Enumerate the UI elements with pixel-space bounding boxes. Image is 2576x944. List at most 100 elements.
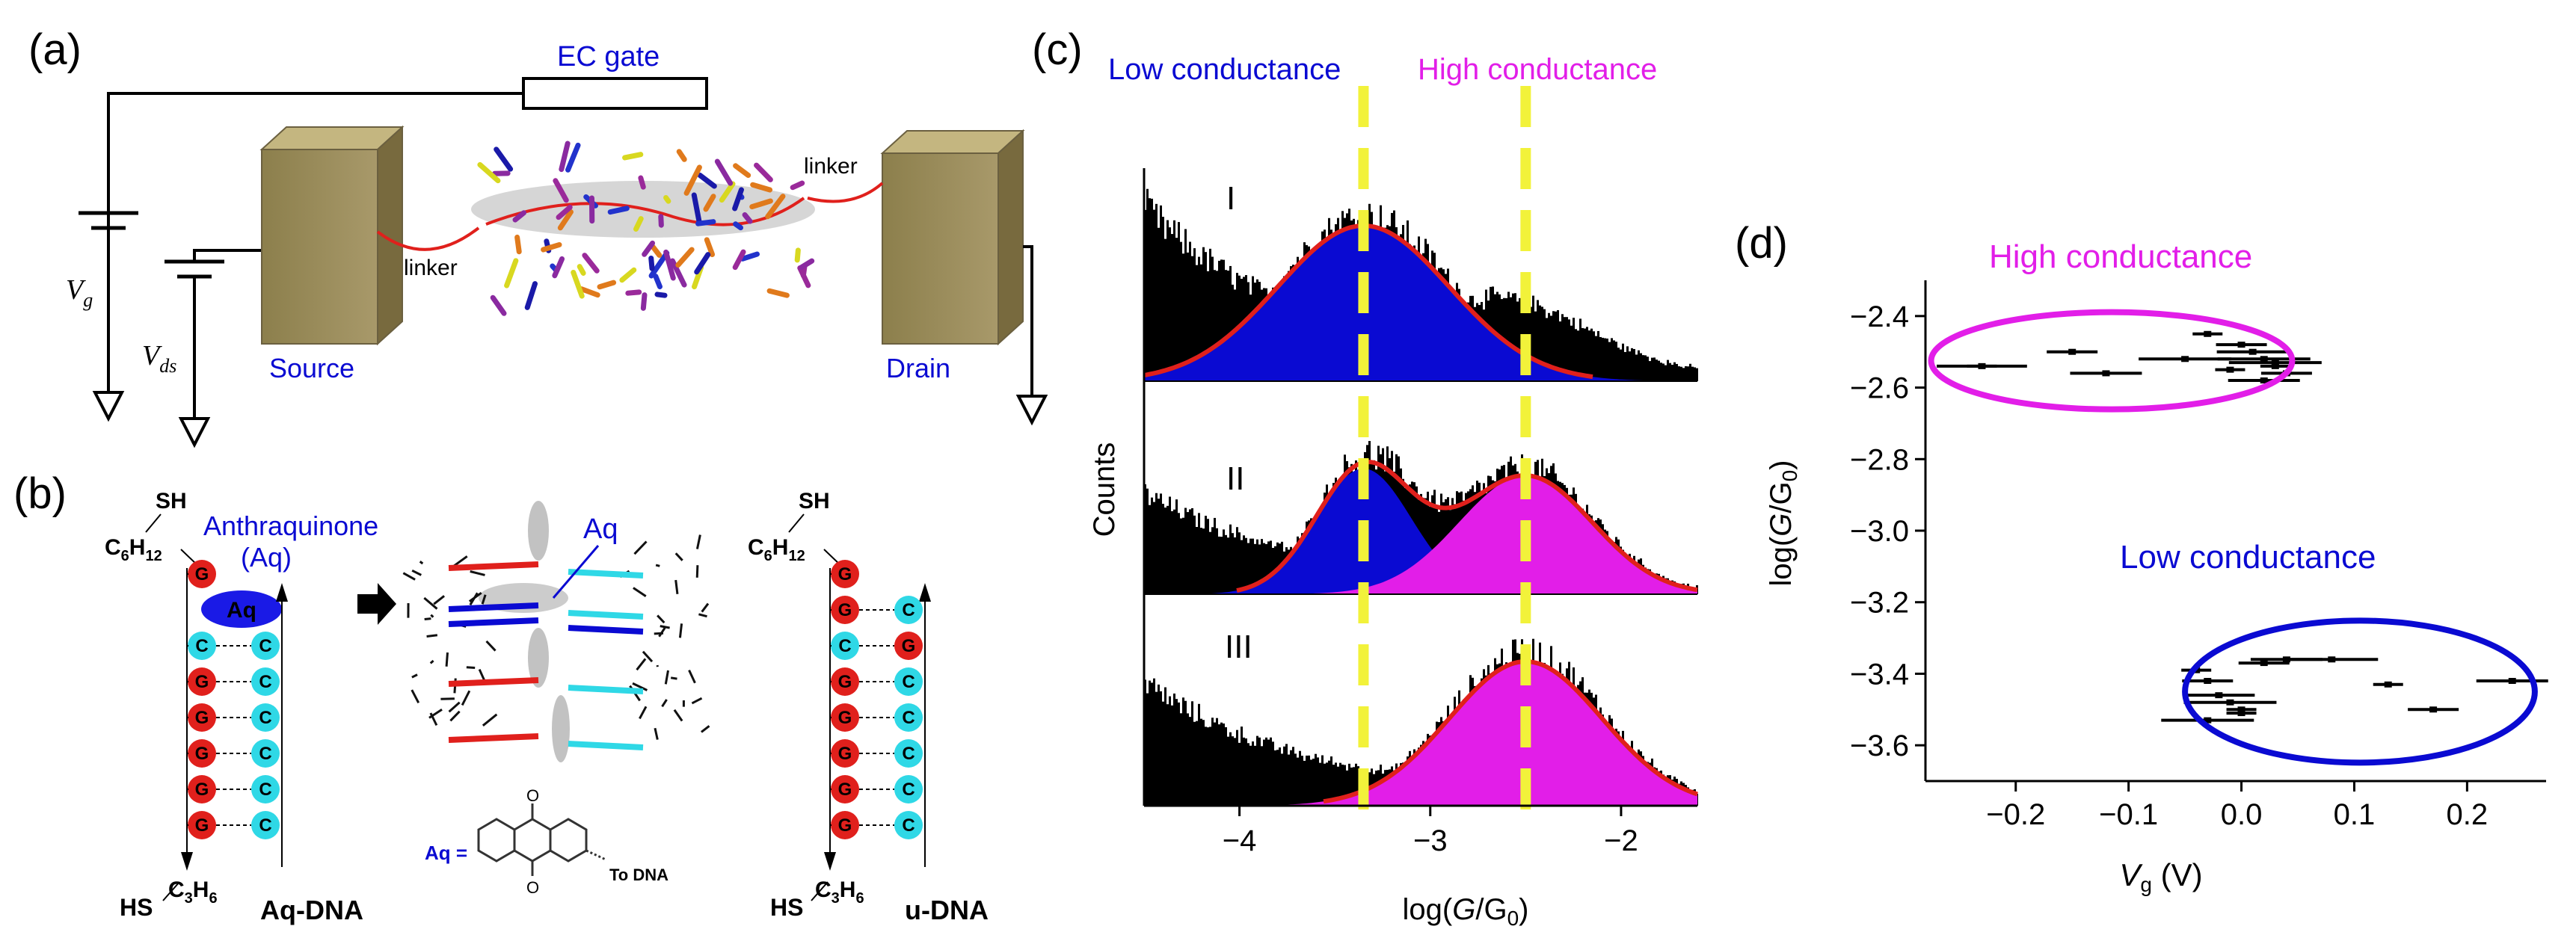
- backbone-stick: [642, 650, 654, 663]
- base-pair-stick: [568, 569, 644, 579]
- molecule-stick: [797, 265, 811, 289]
- histogram-bar: [1173, 220, 1175, 381]
- nucleotide-G: [188, 739, 216, 768]
- molecule-stick: [691, 192, 702, 224]
- molecule-stick: [524, 281, 538, 310]
- histogram-bar: [1680, 366, 1682, 381]
- histogram-bar: [1310, 759, 1312, 806]
- histogram-bar: [1153, 678, 1155, 806]
- histogram-bar: [1608, 342, 1611, 381]
- histogram-bar: [1550, 315, 1552, 381]
- scatter-point: [2237, 342, 2245, 348]
- backbone-stick: [632, 682, 648, 691]
- histogram-bar: [1216, 528, 1218, 594]
- histogram-bar: [1169, 496, 1171, 594]
- backbone-stick: [461, 690, 471, 706]
- molecule-red-path: [485, 197, 805, 226]
- scatter-ytick-label: −3.4: [1850, 658, 1909, 691]
- histogram-bar: [1516, 301, 1519, 381]
- histogram-bar: [1218, 724, 1220, 806]
- nucleotide-letter: G: [838, 564, 852, 584]
- histogram-bar: [1564, 317, 1566, 381]
- histogram-bar: [1232, 533, 1234, 594]
- histogram-bar: [1216, 718, 1218, 806]
- backbone-stick: [482, 713, 498, 726]
- scatter-ytick-label: −3.6: [1850, 729, 1909, 762]
- backbone-stick: [701, 602, 710, 613]
- histogram-bar: [1427, 491, 1429, 594]
- orbital-lobe: [552, 695, 570, 762]
- histogram-xtick-label: −3: [1413, 824, 1448, 857]
- histogram-bar: [1590, 328, 1593, 381]
- ec-gate-box: [522, 77, 708, 110]
- histogram-bar: [1530, 306, 1532, 381]
- histogram-bar: [1166, 505, 1169, 594]
- backbone-stick: [433, 595, 445, 605]
- histogram-bar: [1348, 763, 1350, 806]
- histogram-bar: [1431, 495, 1433, 594]
- histogram-bar: [1638, 350, 1640, 381]
- backbone-stick: [430, 614, 434, 618]
- histogram-bar: [1613, 340, 1615, 381]
- histogram-bar: [1586, 327, 1588, 381]
- backbone-stick: [678, 623, 683, 638]
- nucleotide-letter: C: [259, 780, 271, 800]
- base-pair-stick: [568, 741, 644, 750]
- backbone-stick: [411, 569, 422, 576]
- histogram-bar: [1283, 746, 1285, 806]
- histogram-bar: [1568, 319, 1570, 381]
- molecule-stick: [556, 204, 573, 220]
- histogram-bar: [1229, 732, 1232, 806]
- scatter-xtick-label: −0.1: [2099, 798, 2158, 831]
- u-dna-hs: HS: [770, 894, 803, 921]
- histogram-bar: [1642, 355, 1644, 381]
- aq-dna-label: Aq-DNA: [260, 895, 363, 925]
- low-conductance-label-c: Low conductance: [1108, 53, 1341, 86]
- histogram-bar: [1200, 264, 1202, 381]
- histogram-bar: [1678, 366, 1680, 381]
- histogram-bar: [1229, 524, 1232, 594]
- molecule-stick: [766, 288, 790, 298]
- histogram-bar: [1247, 743, 1249, 806]
- histogram-label-III: III: [1225, 629, 1252, 665]
- linker-left-curve: [376, 226, 480, 251]
- histogram-bar: [1433, 490, 1436, 594]
- histogram-I: I: [1143, 180, 1698, 382]
- nucleotide-letter: C: [902, 708, 914, 728]
- histogram-bar: [1238, 742, 1241, 806]
- histogram-bar: [1175, 699, 1178, 806]
- orbital-lobe: [528, 501, 549, 561]
- histogram-bar: [1510, 297, 1512, 381]
- nucleotide-letter: C: [259, 744, 271, 764]
- molecule-stick: [799, 258, 815, 271]
- molecule-stick: [579, 286, 600, 298]
- histogram-bar: [1146, 488, 1149, 594]
- histogram-bar: [1245, 738, 1247, 806]
- molecule-stick: [477, 161, 501, 184]
- histogram-bar: [1319, 762, 1321, 806]
- histogram-bar: [1272, 741, 1274, 806]
- histogram-bar: [1285, 744, 1288, 806]
- molecule-stick: [669, 258, 687, 288]
- histogram-bar: [1620, 349, 1622, 381]
- histogram-bar: [1223, 723, 1225, 806]
- molecule-stick: [732, 249, 746, 271]
- backbone-stick: [419, 561, 424, 565]
- histogram-bar: [1211, 527, 1214, 594]
- histogram-bar: [1664, 365, 1667, 381]
- histogram-bar: [1160, 493, 1162, 594]
- nucleotide-G: [188, 811, 216, 839]
- molecule-stick: [514, 234, 522, 255]
- backbone-stick: [426, 634, 438, 638]
- nucleotide-C: [894, 667, 923, 696]
- molecule-stick: [642, 240, 656, 257]
- backbone-stick: [633, 587, 647, 598]
- panel-b-label: (b): [13, 469, 67, 518]
- drain-electrode: [880, 129, 1025, 346]
- molecule-stick: [622, 152, 644, 161]
- scatter-point: [2248, 348, 2257, 355]
- histogram-xtick-label: −4: [1223, 824, 1257, 857]
- nucleotide-G: [188, 667, 216, 696]
- backbone-stick: [639, 706, 648, 720]
- histogram-bar: [1218, 260, 1220, 381]
